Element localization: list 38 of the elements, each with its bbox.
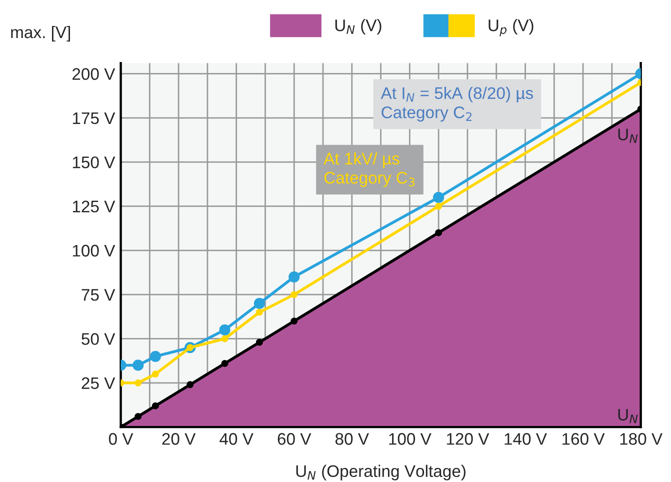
point xyxy=(288,271,300,282)
y-tick-label: 100 V xyxy=(72,244,116,257)
annotation: At 1kV/ µs Category C$_{3}$ xyxy=(324,152,415,187)
x-tick-label: 60 V xyxy=(278,433,312,445)
point xyxy=(134,379,142,386)
legend-label: U$_{N}$ (V) xyxy=(335,19,382,35)
y-tick-label: 125 V xyxy=(72,200,116,212)
point xyxy=(219,324,230,336)
point xyxy=(254,298,266,309)
y-tick-label: 75 V xyxy=(82,289,116,301)
annotation: At I$_{N}$ = 5kA (8/20) µs Category C$_{2}$ xyxy=(380,86,533,122)
x-tick-label: 160 V xyxy=(562,433,605,445)
x-tick-label: 180 V xyxy=(620,433,663,445)
x-tick-label: 140 V xyxy=(504,433,547,445)
point xyxy=(152,370,159,378)
y-tick-label: 150 V xyxy=(72,156,116,168)
x-tick-label: 120 V xyxy=(446,433,490,445)
x-tick-label: 20 V xyxy=(162,433,196,445)
annotation: U$_{N}$ xyxy=(618,128,638,143)
x-axis-title: U$_{N}$ (Operating Voltage) xyxy=(296,464,466,480)
point xyxy=(256,308,263,316)
y-tick-label: 175 V xyxy=(72,112,116,124)
point xyxy=(290,291,298,298)
legend-label: U$_{p}$ (V) xyxy=(488,19,534,36)
annotation: U$_{N}$ xyxy=(618,408,638,424)
point xyxy=(221,335,228,342)
x-tick-label: 40 V xyxy=(220,433,254,445)
point xyxy=(433,192,444,203)
y-tick-label: 25 V xyxy=(82,377,116,390)
x-tick-label: 0 V xyxy=(108,433,134,445)
y-tick-label: 50 V xyxy=(82,333,116,345)
x-tick-label: 80 V xyxy=(335,433,369,445)
point xyxy=(435,202,442,210)
point xyxy=(132,360,144,371)
y-tick-label: 200 V xyxy=(72,68,116,80)
point xyxy=(150,350,162,362)
y-axis-title: max. [V] xyxy=(11,26,70,42)
x-tick-label: 100 V xyxy=(389,433,432,445)
